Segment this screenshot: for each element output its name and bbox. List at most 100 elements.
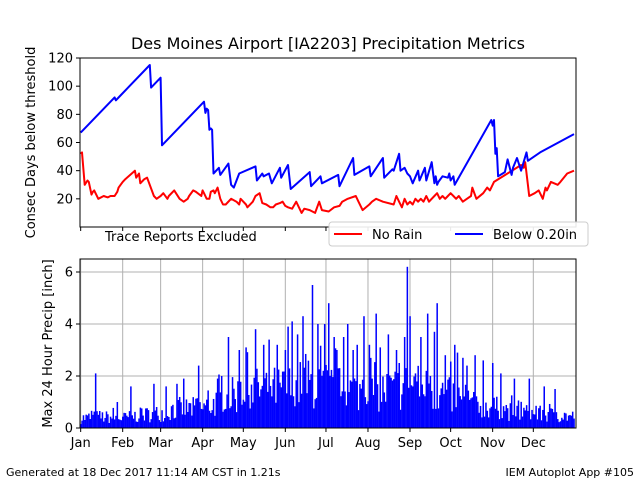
daily-bar	[486, 410, 489, 428]
daily-bar	[370, 357, 372, 428]
daily-bar	[201, 409, 204, 428]
daily-bar	[313, 408, 315, 428]
daily-bar	[219, 392, 222, 428]
top-y-tick-label: 60	[56, 136, 73, 151]
daily-bar	[410, 385, 413, 428]
daily-bar	[111, 418, 113, 428]
trace-annotation: Trace Reports Excluded	[104, 230, 257, 245]
daily-bar	[136, 421, 139, 428]
month-tick-label: Jun	[274, 436, 295, 451]
daily-bar	[437, 408, 440, 428]
daily-bar	[127, 417, 129, 428]
daily-bar	[238, 350, 241, 428]
daily-bar	[226, 394, 228, 428]
daily-bar	[528, 378, 531, 428]
daily-bar	[489, 408, 491, 428]
daily-bar	[254, 329, 257, 428]
daily-bar	[256, 368, 258, 428]
daily-bar	[231, 377, 234, 428]
daily-bar	[452, 383, 455, 428]
daily-bar	[463, 396, 466, 428]
daily-bar	[105, 411, 108, 428]
daily-bar	[379, 347, 382, 428]
daily-bar	[337, 368, 339, 428]
daily-bar	[473, 391, 475, 428]
series-line-no-rain	[79, 151, 575, 214]
daily-bar	[208, 410, 211, 428]
daily-bar	[230, 406, 232, 428]
daily-bar	[181, 414, 184, 428]
daily-bar	[496, 396, 498, 428]
daily-bar	[220, 376, 223, 428]
top-y-tick-label: 100	[48, 80, 73, 95]
daily-bar	[525, 405, 528, 428]
daily-bar	[188, 403, 190, 428]
daily-bar	[212, 398, 215, 428]
daily-bar	[225, 408, 227, 428]
daily-bar	[508, 420, 510, 428]
daily-bar	[215, 392, 218, 428]
daily-bar	[285, 393, 288, 428]
daily-bar	[435, 408, 437, 428]
daily-bar	[367, 401, 369, 428]
daily-bar	[356, 344, 358, 428]
daily-bar	[500, 373, 502, 428]
daily-bar	[455, 407, 457, 428]
daily-bar	[161, 410, 163, 428]
daily-bar	[394, 371, 396, 428]
legend-label-no-rain: No Rain	[372, 228, 422, 243]
daily-bar	[430, 390, 433, 428]
daily-bar	[147, 410, 150, 428]
daily-bar	[482, 360, 484, 428]
daily-bar	[540, 420, 543, 428]
daily-bar	[555, 412, 558, 428]
daily-bar	[338, 368, 341, 428]
daily-bar	[406, 266, 409, 428]
daily-bar	[96, 411, 98, 428]
daily-bar	[187, 411, 189, 428]
daily-bar	[517, 400, 520, 428]
daily-bar	[150, 419, 152, 428]
daily-bar	[131, 415, 134, 428]
daily-bar	[296, 334, 299, 428]
top-y-tick-label: 120	[48, 52, 73, 67]
daily-bar	[142, 415, 144, 428]
daily-bar	[565, 413, 567, 428]
daily-bar	[562, 419, 564, 428]
daily-bar	[328, 303, 330, 428]
daily-bar	[227, 337, 230, 428]
daily-bar	[97, 414, 100, 428]
daily-bar	[229, 408, 231, 428]
daily-bar	[143, 420, 146, 428]
month-tick-label: Apr	[191, 436, 214, 451]
daily-bar	[204, 405, 207, 428]
daily-bar	[189, 403, 192, 428]
daily-bar	[155, 407, 158, 428]
daily-bar	[222, 411, 224, 428]
daily-bar	[378, 411, 380, 428]
daily-bar	[139, 407, 142, 428]
daily-bar	[292, 396, 295, 428]
daily-bar	[206, 399, 208, 428]
daily-bar	[124, 413, 127, 428]
daily-bar	[393, 379, 395, 428]
daily-bar	[398, 363, 400, 428]
daily-bar	[509, 403, 512, 428]
daily-bar	[315, 397, 318, 428]
daily-bar	[402, 383, 405, 428]
daily-bar	[319, 345, 322, 428]
daily-bar	[291, 321, 293, 428]
daily-bar	[501, 418, 503, 428]
daily-bar	[138, 418, 140, 428]
daily-bar	[267, 391, 269, 428]
bottom-y-tick-label: 4	[65, 318, 73, 333]
bottom-y-axis-label: Max 24 Hour Precip [inch]	[41, 259, 56, 427]
month-tick-label: Feb	[111, 436, 134, 451]
daily-bar	[407, 387, 410, 428]
daily-bar	[241, 404, 243, 428]
chart-title: Des Moines Airport [IA2203] Precipitatio…	[131, 34, 525, 53]
daily-bar	[321, 375, 323, 428]
daily-bar	[374, 362, 376, 428]
daily-bar	[477, 401, 479, 428]
